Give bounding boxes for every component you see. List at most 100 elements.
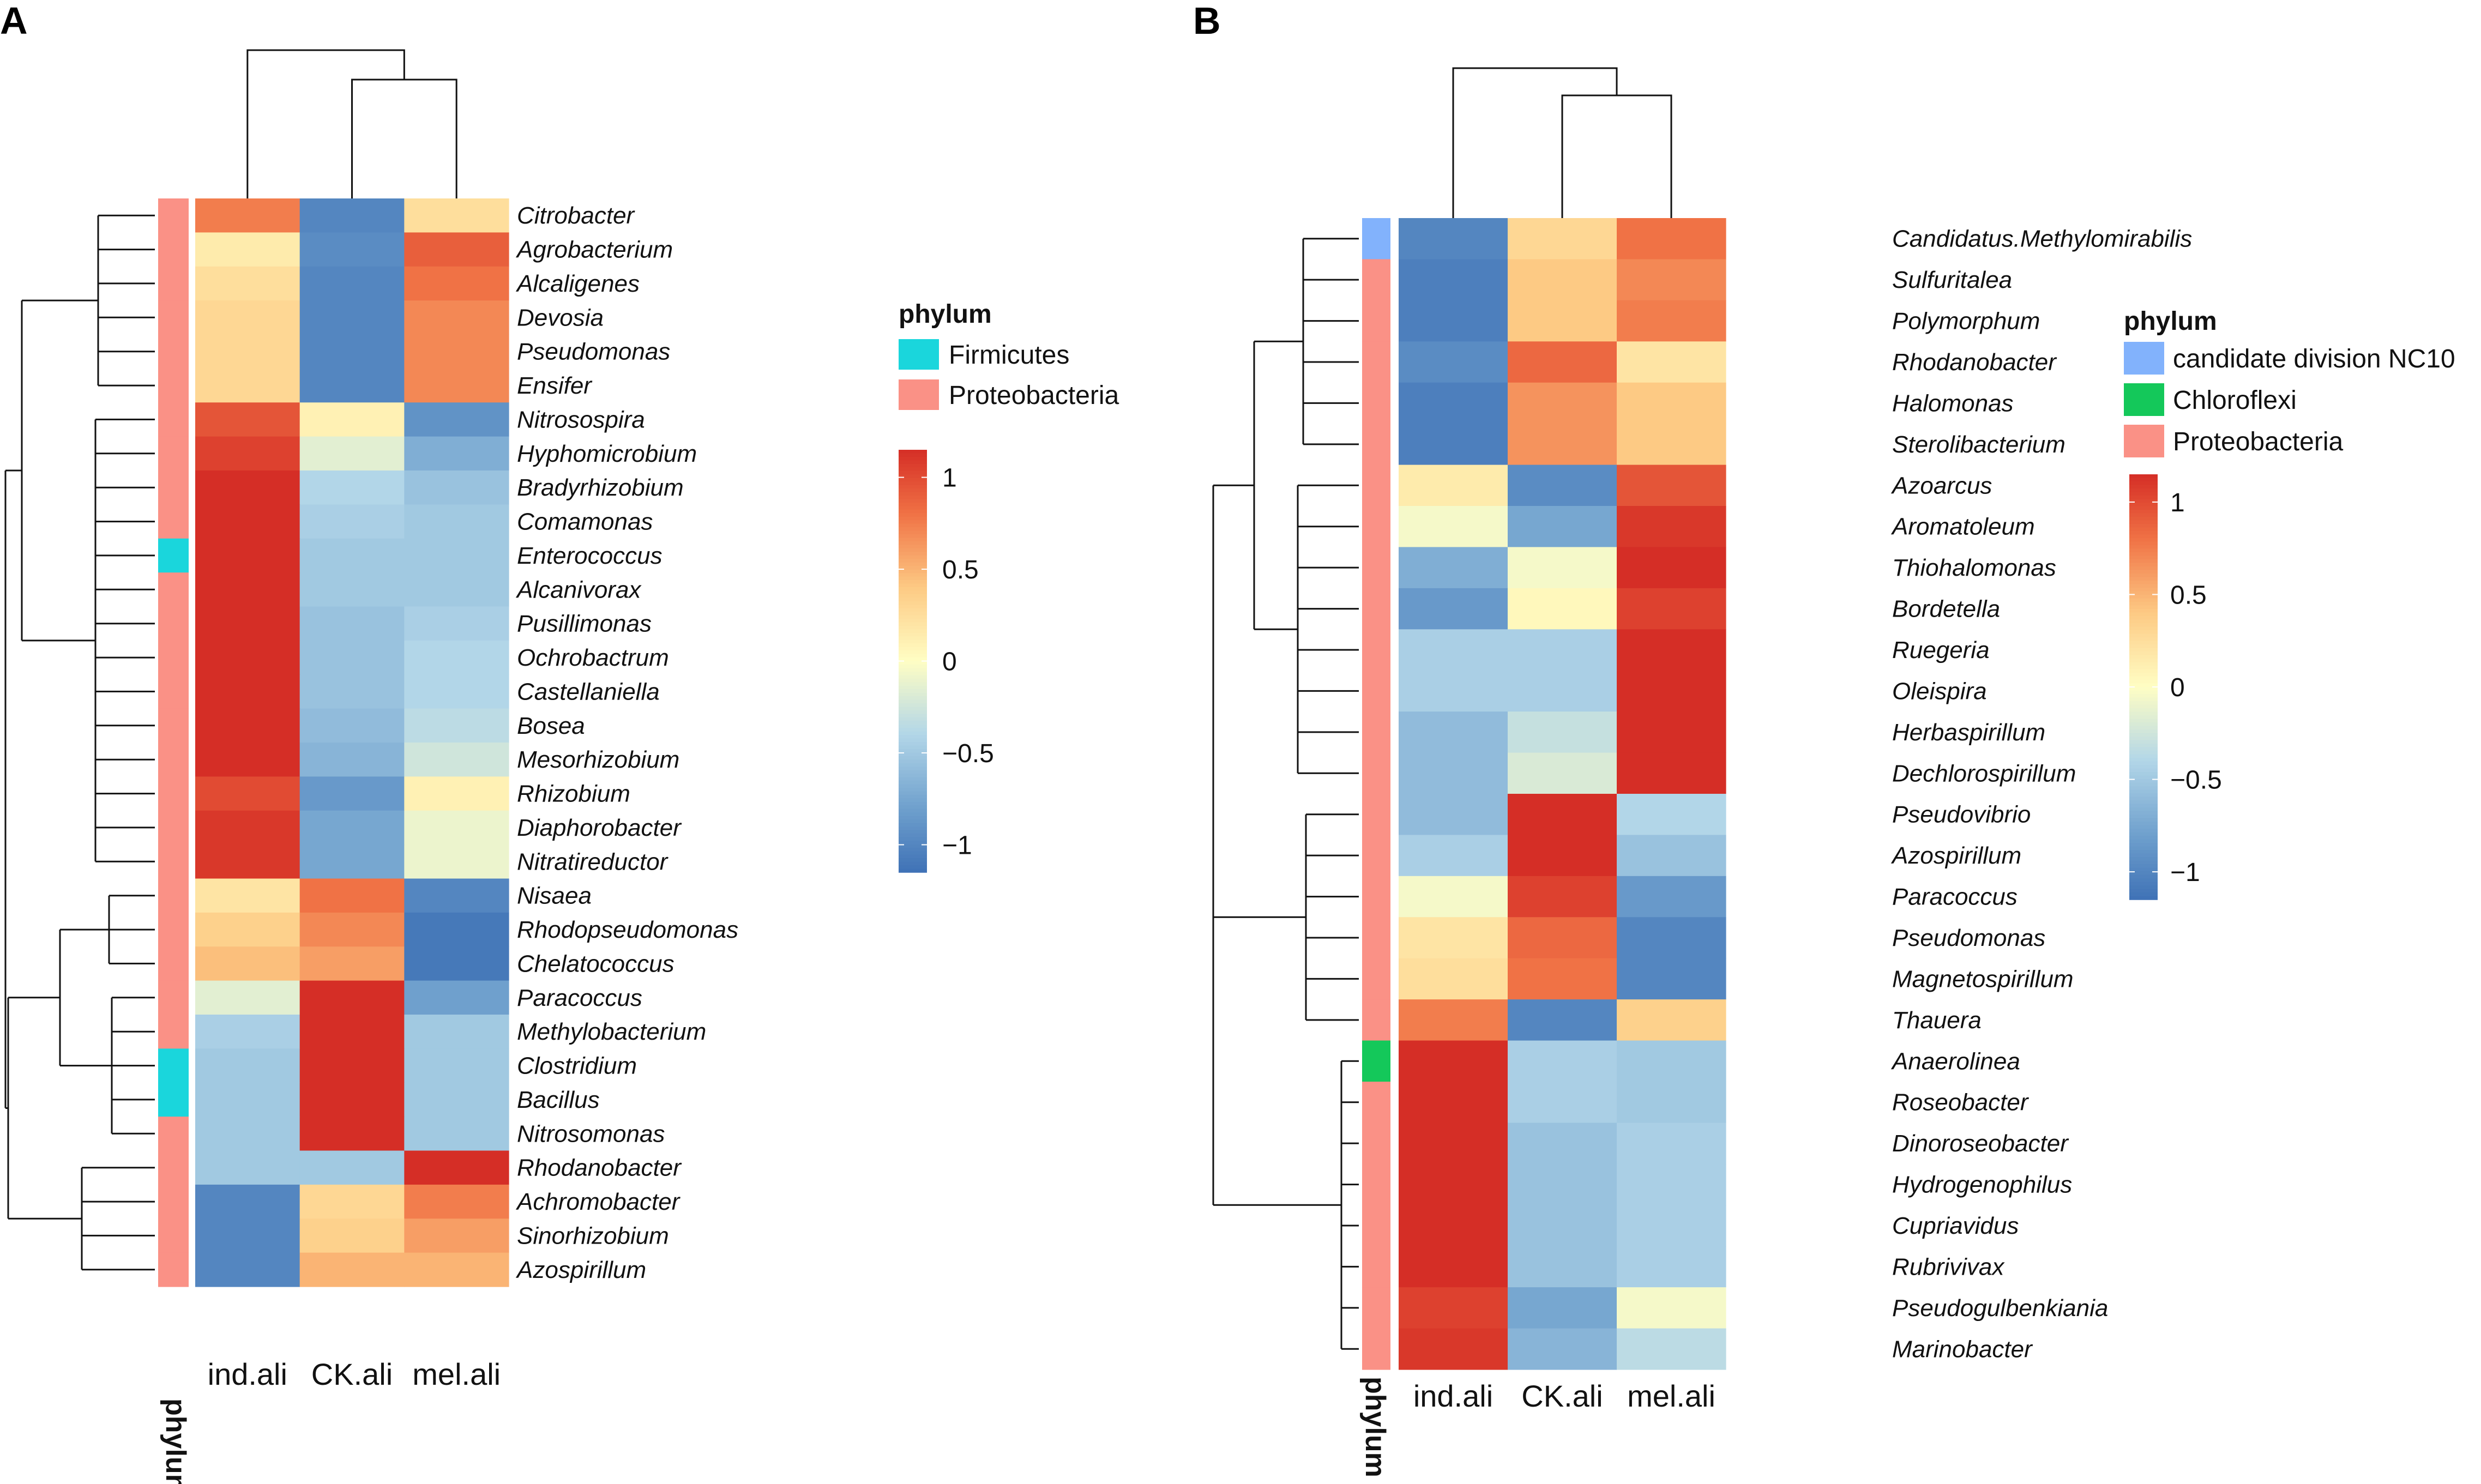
panel-a-row-label: Sinorhizobium — [517, 1222, 669, 1249]
panel-a-colorbar-segment — [899, 703, 927, 708]
panel-b-colorbar-segment — [2129, 676, 2158, 680]
panel-b-phylum-cell — [1362, 424, 1390, 466]
panel-b-colorbar-segment — [2129, 811, 2158, 815]
panel-a-colorbar-segment — [899, 668, 927, 672]
panel-b-colorbar-segment — [2129, 832, 2158, 836]
panel-a-colorbar-segment — [899, 699, 927, 704]
panel-a-colorbar-segment — [899, 608, 927, 612]
panel-a-colorbar-segment — [899, 559, 927, 563]
panel-b-cell — [1617, 300, 1726, 342]
panel-b-colorbar-segment — [2129, 588, 2158, 592]
panel-b-cell — [1508, 424, 1617, 466]
panel-b-colorbar-segment — [2129, 751, 2158, 755]
panel-a-phylum-cell — [158, 1184, 189, 1219]
panel-b-row-label: Candidatus.Methylomirabilis — [1892, 226, 2192, 252]
panel-b-cell — [1399, 629, 1508, 671]
panel-a-legend-label: Proteobacteria — [949, 381, 1119, 410]
panel-b-colorbar-segment — [2129, 853, 2158, 858]
panel-a-colorbar-tick-label: 0.5 — [942, 556, 979, 584]
panel-a-cell — [404, 572, 509, 607]
panel-a-cell — [195, 1048, 300, 1083]
panel-b-colorbar-segment — [2129, 761, 2158, 765]
panel-b-colorbar-segment — [2129, 715, 2158, 720]
panel-a-cell — [404, 743, 509, 777]
panel-a-colorbar-segment — [899, 854, 927, 859]
panel-a-row-label: Achromobacter — [515, 1189, 681, 1215]
panel-b-cell — [1617, 588, 1726, 630]
panel-a-cell — [404, 300, 509, 335]
panel-b-cell — [1399, 794, 1508, 836]
panel-b-row-label: Bordetella — [1892, 596, 2000, 623]
panel-a-colorbar-segment — [899, 612, 927, 616]
panel-a-cell — [404, 1150, 509, 1185]
panel-a-cell — [195, 1218, 300, 1253]
panel-a-cell — [299, 708, 405, 743]
panel-a-phylum-cell — [158, 198, 189, 233]
panel-b-phylum-cell — [1362, 464, 1390, 506]
panel-b-row-label: Sterolibacterium — [1892, 431, 2066, 458]
panel-a-cell — [404, 606, 509, 641]
panel-b-colorbar-segment — [2129, 747, 2158, 751]
panel-a-colorbar-segment — [899, 598, 927, 602]
panel-a-cell — [195, 1184, 300, 1219]
panel-b-colorbar-segment — [2129, 619, 2158, 624]
panel-b-phylum-cell — [1362, 917, 1390, 959]
panel-a-cell — [195, 1117, 300, 1151]
panel-b-colorbar-segment — [2129, 786, 2158, 791]
panel-a-cell — [299, 640, 405, 675]
panel-b-colorbar-segment — [2129, 697, 2158, 702]
panel-b-colorbar-segment — [2129, 704, 2158, 709]
panel-a-col-dendrogram-branch — [246, 49, 405, 198]
panel-a-letter: A — [0, 0, 28, 42]
panel-a-colorbar-segment — [899, 555, 927, 560]
panel-a-phylum-cell — [158, 300, 189, 335]
panel-a-colorbar-segment — [899, 858, 927, 862]
panel-a-col-label: CK.ali — [311, 1357, 393, 1391]
panel-a-colorbar-segment — [899, 513, 927, 517]
panel-a-colorbar-segment — [899, 794, 927, 799]
panel-b-colorbar-segment — [2129, 892, 2158, 897]
panel-a-colorbar-segment — [899, 580, 927, 584]
panel-a-cell — [299, 776, 405, 811]
panel-b-cell — [1617, 711, 1726, 753]
panel-a-colorbar-segment — [899, 541, 927, 546]
panel-a-cell — [299, 1048, 405, 1083]
panel-b-colorbar-segment — [2129, 740, 2158, 744]
panel-a-phylum-cell — [158, 674, 189, 709]
panel-b-colorbar-segment — [2129, 737, 2158, 741]
panel-a-colorbar-segment — [899, 738, 927, 743]
panel-b-colorbar-segment — [2129, 474, 2158, 479]
panel-b-phylum-cell — [1362, 300, 1390, 342]
panel-b-row-label: Herbaspirillum — [1892, 719, 2045, 746]
panel-a: A Citrobacter Agrobacterium Alcaligenes Devo… — [0, 0, 1119, 1484]
panel-a-colorbar-segment — [899, 801, 927, 806]
panel-a-colorbar-segment — [899, 657, 927, 662]
panel-b-cell — [1399, 917, 1508, 959]
panel-a-cell — [195, 538, 300, 573]
panel-b-colorbar-segment — [2129, 896, 2158, 900]
panel-b-row-label: Rubrivivax — [1892, 1253, 2005, 1280]
panel-b-cell — [1399, 382, 1508, 424]
panel-a-colorbar-segment — [899, 692, 927, 697]
panel-b-colorbar-segment — [2129, 708, 2158, 713]
panel-a-colorbar-segment — [899, 481, 927, 486]
panel-a-colorbar-segment — [899, 605, 927, 609]
panel-b-row-label: Marinobacter — [1892, 1336, 2033, 1362]
panel-b-phylum-cell — [1362, 876, 1390, 918]
panel-a-row-label: Chelatococcus — [517, 950, 675, 977]
panel-a-cell — [195, 980, 300, 1015]
panel-a-phylum-cell — [158, 980, 189, 1015]
panel-a-row-label: Methylobacterium — [517, 1018, 706, 1045]
panel-b-legend-label: Chloroflexi — [2173, 386, 2297, 415]
panel-b-cell — [1399, 1040, 1508, 1082]
panel-b-colorbar-segment — [2129, 602, 2158, 606]
panel-b-cell — [1617, 670, 1726, 712]
panel-a-cell — [299, 606, 405, 641]
panel-b-colorbar-segment — [2129, 662, 2158, 666]
panel-b-row-label: Oleispira — [1892, 678, 1987, 704]
panel-a-row-label: Nisaea — [517, 883, 592, 909]
panel-b-colorbar-segment — [2129, 843, 2158, 847]
panel-b-row-label: Halomonas — [1892, 390, 2014, 417]
panel-b-colorbar-segment — [2129, 768, 2158, 773]
